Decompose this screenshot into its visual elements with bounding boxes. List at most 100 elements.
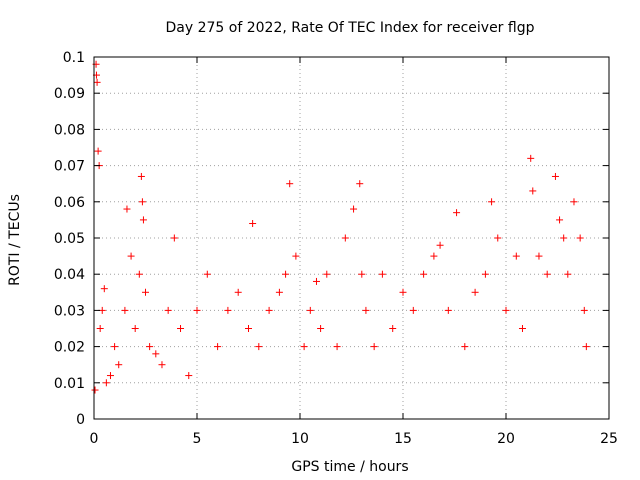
data-point: [214, 343, 222, 351]
data-point: [245, 325, 252, 332]
data-point: [333, 343, 341, 351]
x-tick-label: 0: [90, 431, 99, 447]
data-point: [203, 270, 211, 278]
x-axis-label: GPS time / hours: [291, 459, 408, 475]
data-point: [282, 270, 290, 278]
y-tick-label: 0.01: [54, 376, 85, 392]
x-tick-label: 15: [394, 431, 412, 447]
data-point: [146, 343, 154, 351]
data-point: [306, 306, 314, 314]
data-point: [185, 372, 193, 380]
data-point: [131, 325, 139, 332]
data-point: [389, 325, 397, 332]
y-tick-label: 0.07: [54, 159, 85, 175]
y-tick-label: 0.05: [54, 231, 85, 247]
data-point: [300, 343, 308, 351]
data-point: [96, 325, 104, 332]
x-tick-label: 10: [291, 431, 309, 447]
data-points: [91, 60, 590, 394]
data-point: [137, 172, 145, 180]
data-point: [177, 325, 185, 332]
data-point: [551, 172, 559, 180]
axis-ticks: 0 0.01 0.02 0.03 0.04 0.05 0.06 0.07 0.08 0.09 0.1…: [54, 50, 618, 447]
data-point: [350, 205, 358, 213]
data-point: [518, 325, 526, 332]
plot-grid: [94, 57, 609, 419]
data-point: [444, 306, 452, 314]
data-point: [286, 180, 294, 188]
data-point: [102, 379, 110, 387]
data-point: [356, 180, 364, 188]
data-point: [512, 252, 520, 260]
data-point: [121, 306, 129, 314]
data-point: [142, 288, 149, 296]
data-point: [494, 234, 502, 242]
data-point: [420, 270, 428, 278]
data-point: [323, 270, 331, 278]
data-point: [488, 198, 496, 206]
data-point: [224, 306, 232, 314]
data-point: [100, 285, 108, 293]
y-tick-label: 0.02: [54, 340, 85, 356]
data-point: [576, 234, 584, 242]
data-point: [317, 325, 325, 332]
data-point: [430, 252, 438, 260]
data-point: [234, 288, 242, 296]
data-point: [362, 306, 370, 314]
data-point: [127, 252, 135, 260]
data-point: [560, 234, 568, 242]
data-point: [556, 216, 564, 224]
data-point: [409, 306, 417, 314]
y-tick-label: 0.04: [54, 267, 85, 283]
data-point: [170, 234, 178, 242]
data-point: [481, 270, 489, 278]
data-point: [570, 198, 578, 206]
data-point: [341, 234, 349, 242]
y-tick-label: 0.03: [54, 303, 85, 319]
data-point: [292, 252, 300, 260]
data-point: [453, 209, 461, 217]
data-point: [370, 343, 378, 351]
y-tick-label: 0.1: [63, 50, 85, 66]
data-point: [564, 270, 572, 278]
data-point: [529, 187, 537, 195]
data-point: [152, 350, 160, 358]
y-axis-label: ROTI / TECUs: [7, 194, 23, 286]
data-point: [461, 343, 469, 351]
data-point: [582, 343, 590, 351]
data-point: [527, 154, 535, 162]
data-point: [164, 306, 172, 314]
data-point: [502, 306, 510, 314]
data-point: [158, 361, 166, 369]
y-tick-label: 0.09: [54, 86, 85, 102]
chart-title: Day 275 of 2022, Rate Of TEC Index for r…: [166, 20, 535, 36]
data-point: [265, 306, 273, 314]
data-point: [312, 277, 320, 285]
data-point: [543, 270, 551, 278]
data-point: [378, 270, 386, 278]
data-point: [135, 270, 143, 278]
data-point: [106, 372, 114, 380]
data-point: [436, 241, 444, 249]
data-point: [93, 78, 101, 86]
data-point: [249, 220, 257, 228]
y-tick-label: 0.08: [54, 122, 85, 138]
x-tick-label: 5: [193, 431, 202, 447]
data-point: [94, 147, 102, 155]
data-point: [193, 306, 201, 314]
data-point: [358, 270, 366, 278]
data-point: [115, 361, 123, 369]
data-point: [111, 343, 119, 351]
data-point: [275, 288, 283, 296]
data-point: [580, 306, 588, 314]
data-point: [399, 288, 407, 296]
data-point: [91, 386, 99, 394]
data-point: [139, 216, 147, 224]
y-tick-label: 0: [76, 412, 85, 428]
data-point: [138, 198, 146, 206]
y-tick-label: 0.06: [54, 195, 85, 211]
data-point: [535, 252, 543, 260]
x-tick-label: 25: [600, 431, 618, 447]
data-point: [471, 288, 479, 296]
